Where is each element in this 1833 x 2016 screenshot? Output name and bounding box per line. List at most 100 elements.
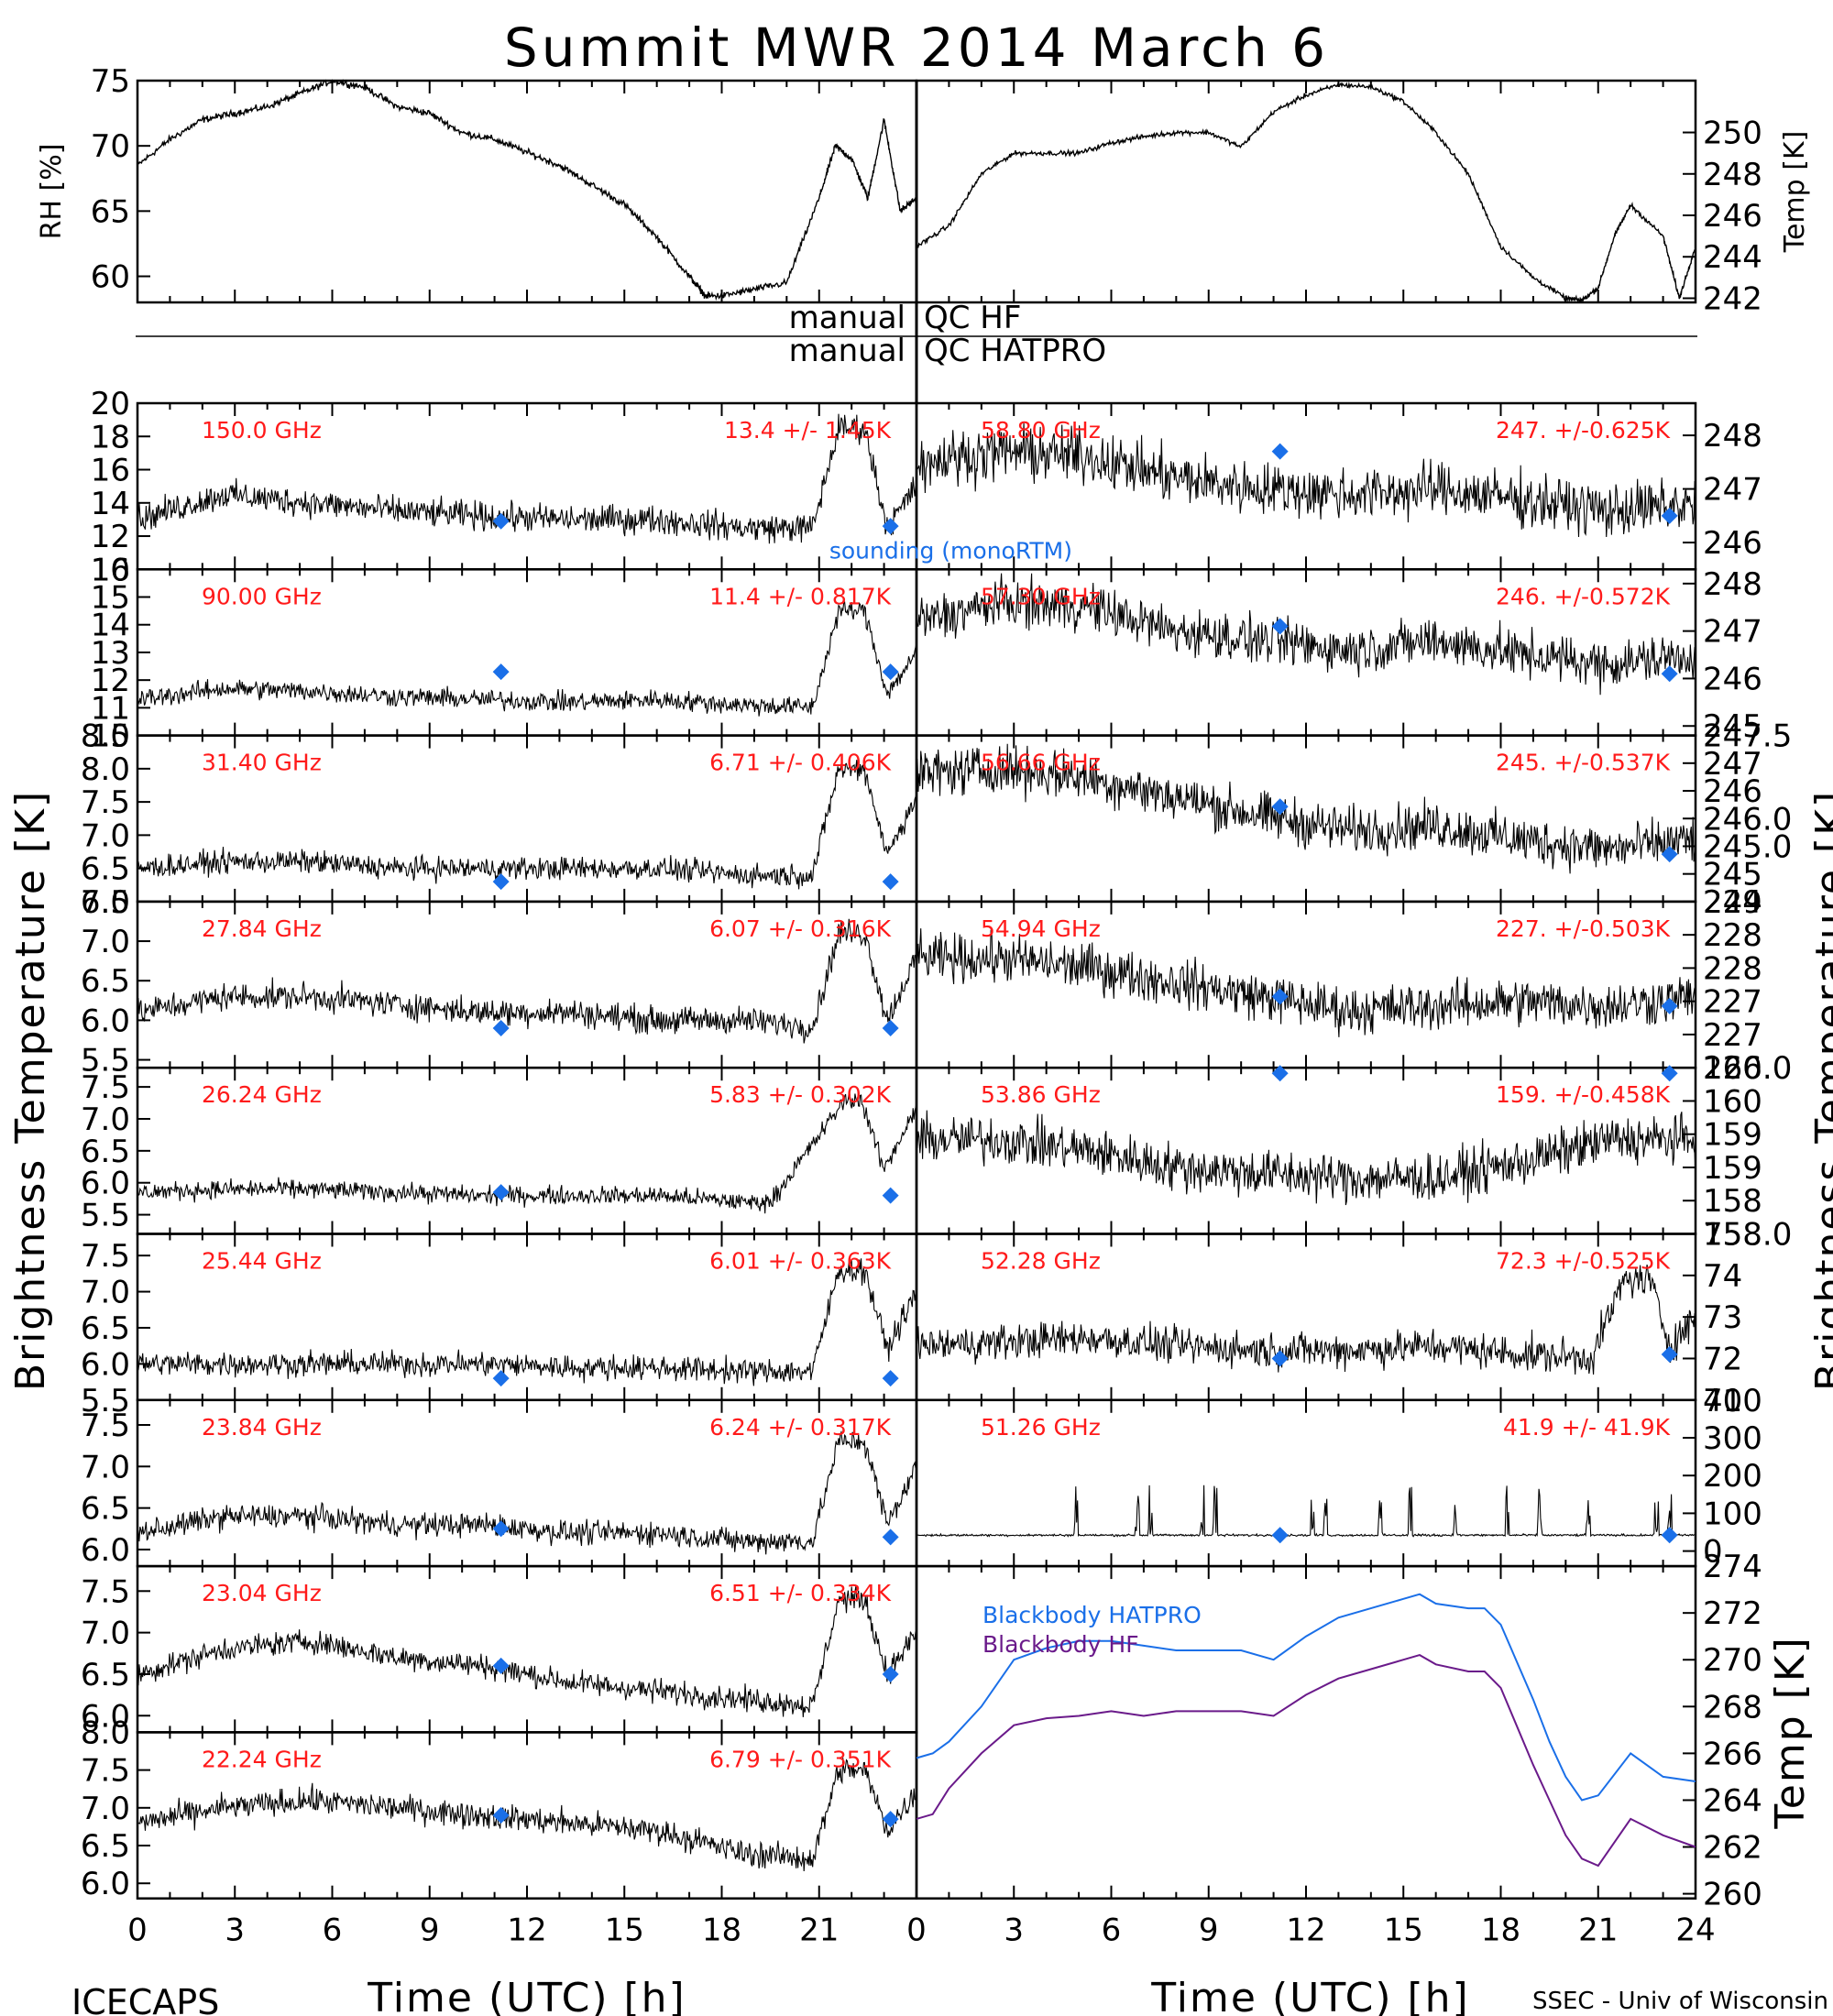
brightness-trace (916, 422, 1696, 538)
sounding-marker (492, 873, 510, 891)
sounding-marker (492, 1020, 510, 1037)
x-axis-right: 0 3 6 9 12 15 18 21 24 (906, 1912, 1715, 1949)
brightness-panel: 246 247 248 58.80 GHz 247. +/-0.625K (915, 401, 1762, 571)
y-tick-label: 8.0 (81, 1715, 130, 1751)
frequency-label: 26.24 GHz (202, 1081, 322, 1108)
y-tick-label: 160 (1703, 1083, 1762, 1120)
y-tick-label: 242 (1703, 280, 1762, 317)
brightness-trace (137, 1090, 917, 1214)
sounding-marker (1661, 665, 1678, 683)
brightness-trace (137, 413, 917, 544)
frequency-label: 90.00 GHz (202, 583, 322, 609)
sounding-marker (882, 1811, 899, 1828)
stats-label: 72.3 +/-0.525K (1496, 1248, 1671, 1275)
frequency-label: 52.28 GHz (981, 1248, 1101, 1275)
rh-frame (136, 79, 918, 304)
y-tick-label: 227 (1703, 1017, 1762, 1054)
x-tick-label: 0 (906, 1912, 927, 1949)
brightness-trace (916, 1265, 1696, 1375)
x-tick-label: 3 (1004, 1912, 1024, 1949)
brightness-trace (916, 573, 1696, 696)
y-tick-label: 0 (1703, 1534, 1723, 1571)
y-tick-label: 300 (1703, 1420, 1762, 1457)
right-y-axis-label: Brightness Temperature [K] (1807, 790, 1833, 1391)
y-tick-label: 158 (1703, 1183, 1762, 1220)
sounding-marker (1271, 988, 1289, 1005)
brightness-trace (137, 1758, 917, 1872)
y-tick-label: 245.0 (1703, 828, 1792, 865)
y-tick-label: 6.0 (81, 1698, 130, 1735)
brightness-panel: 5.56.06.57.07.5 25.44 GHz 6.01 +/- 0.363K (81, 1233, 918, 1419)
brightness-trace (916, 1485, 1696, 1538)
y-tick-label: 75 (91, 63, 130, 100)
sounding-marker (492, 512, 510, 530)
sounding-marker (492, 1520, 510, 1538)
y-tick-label: 7.0 (81, 1791, 130, 1827)
x-tick-label: 3 (225, 1912, 245, 1949)
y-tick-label: 10 (91, 718, 130, 755)
y-tick-label: 18 (91, 419, 130, 455)
stats-label: 41.9 +/- 41.9K (1503, 1414, 1671, 1441)
brightness-trace (137, 760, 917, 890)
y-tick-label: 262 (1703, 1830, 1762, 1867)
y-tick-label: 7.5 (81, 1753, 130, 1790)
stats-label: 6.51 +/- 0.334K (709, 1580, 892, 1606)
blackbody-axis-label: Temp [K] (1767, 1636, 1814, 1829)
qc-right-label-2: QC HATPRO (924, 333, 1106, 369)
blackbody-legend: Blackbody HATPRO (982, 1602, 1202, 1628)
blackbody-legend: Blackbody HF (982, 1631, 1139, 1658)
y-tick-label: 250 (1703, 115, 1762, 152)
sounding-marker (882, 518, 899, 535)
brightness-trace (137, 1258, 917, 1386)
y-tick-label: 65 (91, 193, 130, 230)
y-tick-label: 7.0 (81, 924, 130, 960)
blackbody-line (916, 1654, 1696, 1868)
sounding-marker (1661, 1345, 1678, 1363)
stats-label: 245. +/-0.537K (1496, 750, 1671, 776)
x-tick-label: 9 (1199, 1912, 1219, 1949)
y-tick-label: 70 (91, 128, 130, 165)
y-tick-label: 160.0 (1703, 1050, 1792, 1087)
sounding-marker (492, 1807, 510, 1824)
y-tick-label: 228 (1703, 950, 1762, 987)
y-tick-label: 7.0 (81, 817, 130, 854)
y-tick-label: 260 (1703, 1877, 1762, 1913)
y-tick-label: 246 (1703, 773, 1762, 810)
y-tick-label: 274 (1703, 1549, 1762, 1585)
y-tick-label: 6.5 (81, 1491, 130, 1528)
sounding-marker (882, 1370, 899, 1387)
brightness-panel: 245 246 247 248 57.30 GHz 246. +/-0.572K (915, 566, 1762, 745)
sounding-marker (882, 1528, 899, 1546)
frequency-label: 31.40 GHz (202, 750, 322, 776)
y-tick-label: 228 (1703, 917, 1762, 954)
stats-label: 6.07 +/- 0.316K (709, 915, 892, 942)
y-tick-label: 7.5 (81, 1573, 130, 1610)
y-tick-label: 244 (1703, 884, 1762, 921)
x-tick-label: 15 (605, 1912, 644, 1949)
sounding-marker (1661, 997, 1678, 1014)
brightness-panel: 5.56.06.57.07.5 26.24 GHz 5.83 +/- 0.302K (81, 1066, 918, 1235)
blackbody-line (916, 1593, 1696, 1802)
brightness-trace (137, 601, 917, 717)
stats-label: 6.01 +/- 0.363K (709, 1248, 892, 1275)
sounding-marker (1271, 443, 1289, 460)
sounding-marker (1661, 1065, 1678, 1082)
frequency-label: 54.94 GHz (981, 915, 1101, 942)
y-tick-label: 200 (1703, 1458, 1762, 1495)
qc-left-label-2: manual (789, 333, 906, 369)
frequency-label: 25.44 GHz (202, 1248, 322, 1275)
brightness-trace (137, 918, 917, 1044)
temp-line (916, 82, 1696, 302)
frequency-label: 56.66 GHz (981, 750, 1101, 776)
y-tick-label: 8.5 (81, 718, 130, 755)
y-tick-label: 7.0 (81, 1616, 130, 1652)
y-tick-label: 7.5 (81, 1069, 130, 1106)
y-tick-label: 72 (1703, 1341, 1742, 1377)
x-tick-label: 12 (507, 1912, 546, 1949)
y-tick-label: 8.0 (81, 751, 130, 788)
y-tick-label: 245 (1703, 708, 1762, 745)
y-tick-label: 15 (91, 580, 130, 617)
y-tick-label: 6.0 (81, 1346, 130, 1383)
sounding-marker (1271, 618, 1289, 635)
y-tick-label: 6.5 (81, 1828, 130, 1865)
